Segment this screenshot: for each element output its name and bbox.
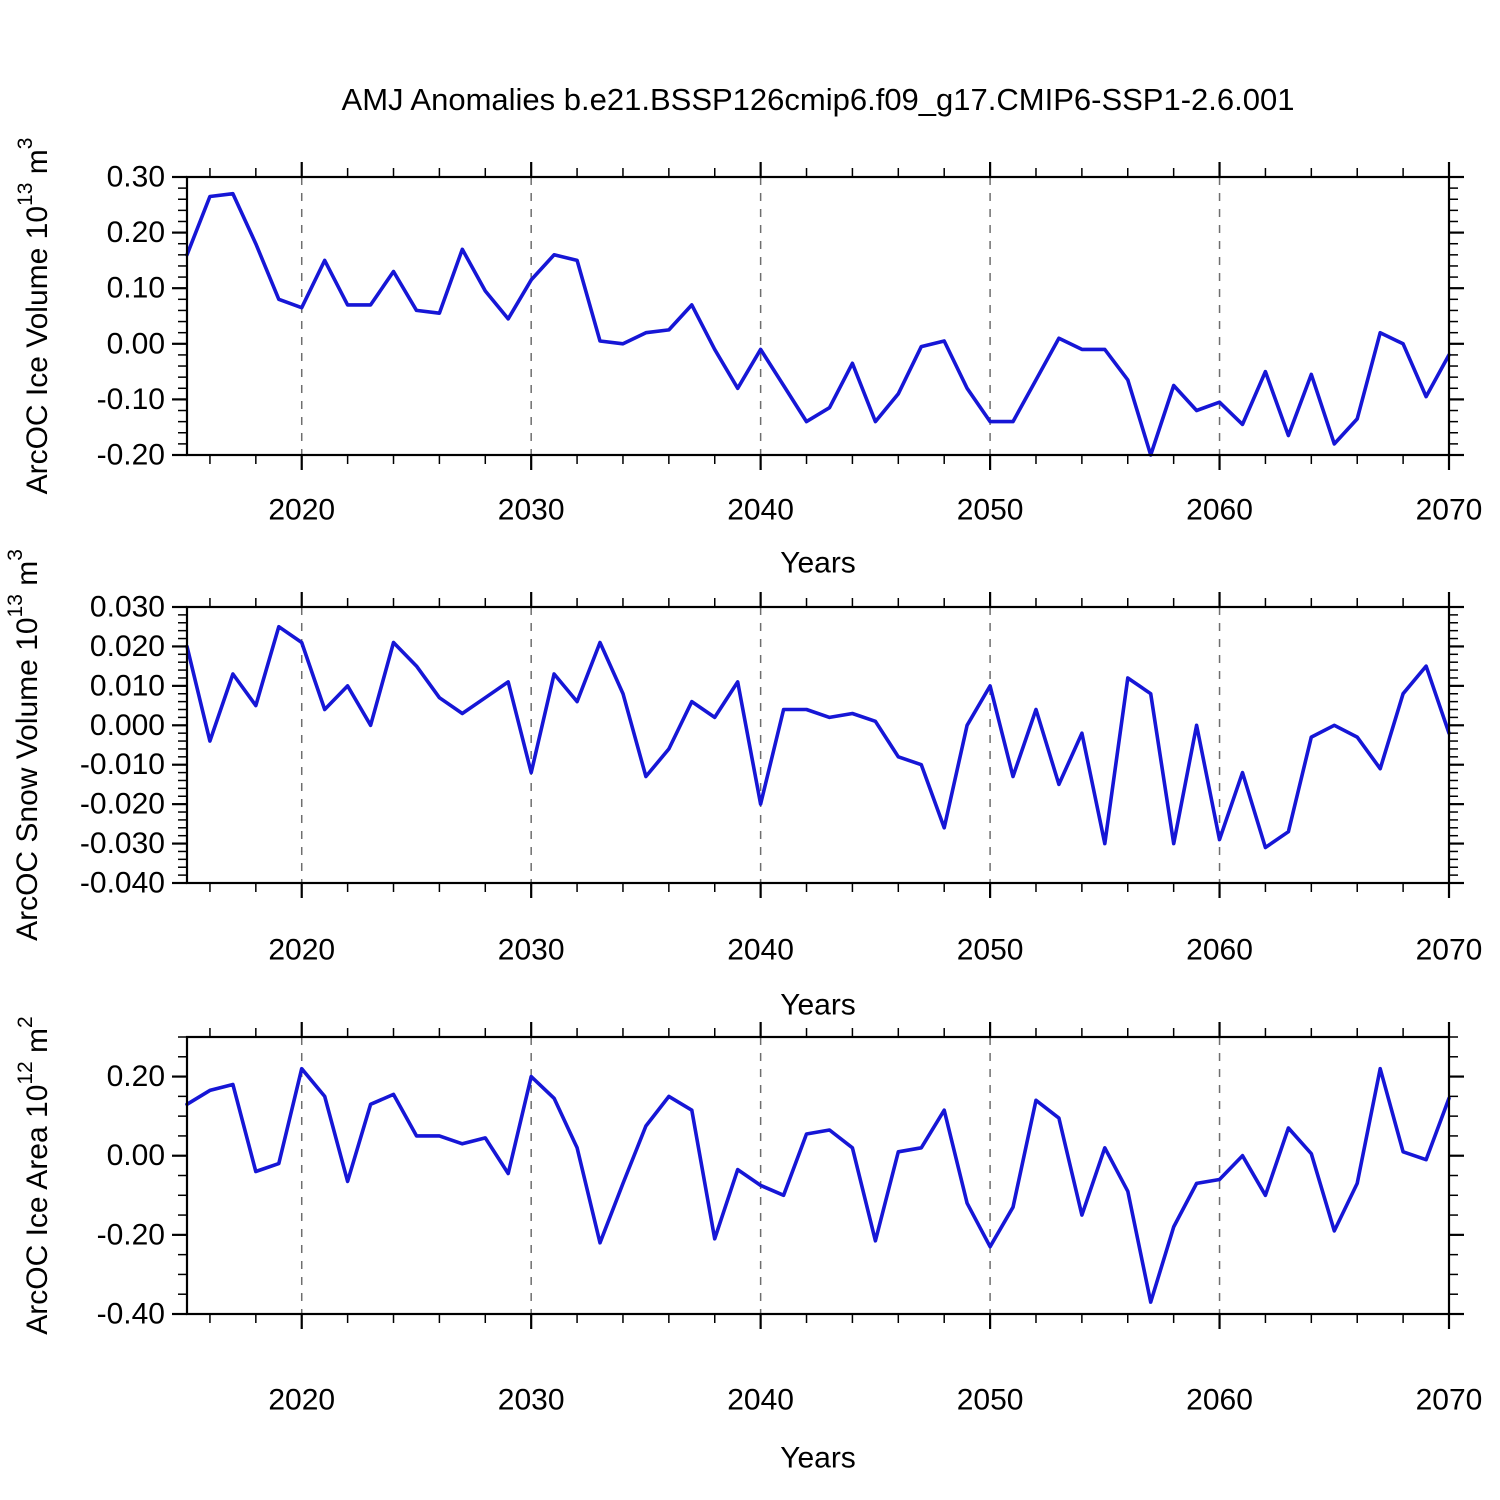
y-ticks [172,175,1464,457]
svg-text:-0.10: -0.10 [97,383,165,416]
svg-text:2030: 2030 [498,494,565,527]
svg-text:0.30: 0.30 [107,161,165,194]
x-tick-labels: 2020 2030 2040 2050 2060 2070 [268,1384,1482,1417]
y-ticks [172,1036,1464,1316]
svg-text:0.000: 0.000 [90,709,165,742]
gridlines [300,607,1221,883]
svg-text:2070: 2070 [1416,934,1483,967]
svg-text:2020: 2020 [268,934,335,967]
y-ticks [172,605,1464,885]
svg-text:2020: 2020 [268,494,335,527]
chart-title: AMJ Anomalies b.e21.BSSP126cmip6.f09_g17… [341,82,1295,117]
plot-frame [185,1035,1451,1316]
svg-text:2070: 2070 [1416,494,1483,527]
y-tick-labels: 0.20 0.00 -0.20 -0.40 [97,1060,165,1330]
svg-text:-0.20: -0.20 [97,439,165,472]
series-line-ice-area [185,1066,1451,1304]
svg-text:-0.20: -0.20 [97,1218,165,1251]
svg-text:2070: 2070 [1416,1384,1483,1417]
plot-frame [185,605,1451,885]
svg-text:2040: 2040 [727,494,794,527]
x-axis-title: Years [780,989,856,1022]
x-tick-labels: 2020 2030 2040 2050 2060 2070 [268,494,1482,527]
svg-text:2060: 2060 [1186,1384,1253,1417]
x-ticks [209,592,1451,898]
svg-text:2040: 2040 [727,934,794,967]
svg-text:2060: 2060 [1186,934,1253,967]
svg-text:0.20: 0.20 [107,1060,165,1093]
svg-text:-0.040: -0.040 [80,867,165,900]
x-ticks [209,162,1451,470]
panel-snow-volume: 0.030 0.020 0.010 0.000 -0.010 -0.020 -0.030 -0… [4,549,1483,1021]
plot-frame [185,175,1451,457]
series-line-snow-volume [185,624,1451,850]
gridlines [300,1037,1221,1314]
svg-text:0.00: 0.00 [107,327,165,360]
svg-text:2040: 2040 [727,1384,794,1417]
y-axis-title: ArcOC Ice Volume 1013 m3 [14,138,54,495]
svg-text:-0.020: -0.020 [80,788,165,821]
svg-text:0.10: 0.10 [107,272,165,305]
y-tick-labels: 0.30 0.20 0.10 0.00 -0.10 -0.20 [97,161,165,472]
y-axis-title: ArcOC Snow Volume 1013 m3 [4,549,44,941]
x-axis-title: Years [780,547,856,580]
svg-text:2030: 2030 [498,1384,565,1417]
gridlines [300,177,1221,455]
svg-text:0.030: 0.030 [90,591,165,624]
svg-text:0.010: 0.010 [90,669,165,702]
series-line-ice-volume [185,191,1451,457]
svg-text:2050: 2050 [957,934,1024,967]
svg-text:2060: 2060 [1186,494,1253,527]
svg-text:0.00: 0.00 [107,1139,165,1172]
svg-text:-0.40: -0.40 [97,1298,165,1331]
svg-text:0.020: 0.020 [90,630,165,663]
x-tick-labels: 2020 2030 2040 2050 2060 2070 [268,934,1482,967]
y-tick-labels: 0.030 0.020 0.010 0.000 -0.010 -0.020 -0.030 -0… [80,591,165,900]
svg-text:2030: 2030 [498,934,565,967]
x-axis-title: Years [780,1442,856,1475]
svg-text:0.20: 0.20 [107,216,165,249]
svg-text:-0.030: -0.030 [80,827,165,860]
svg-text:2050: 2050 [957,494,1024,527]
y-axis-title: ArcOC Ice Area 1012 m2 [14,1016,54,1334]
svg-text:2020: 2020 [268,1384,335,1417]
svg-text:2050: 2050 [957,1384,1024,1417]
svg-text:-0.010: -0.010 [80,748,165,781]
x-ticks [209,1022,1451,1329]
